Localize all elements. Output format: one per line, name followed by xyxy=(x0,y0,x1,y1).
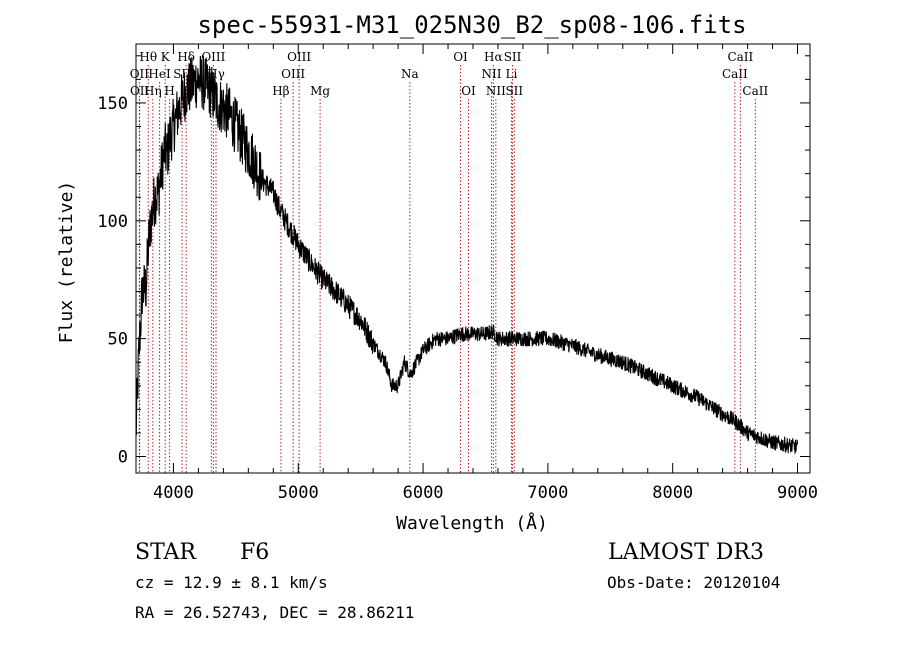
object-class: STAR xyxy=(135,540,196,565)
line-label: CaII xyxy=(722,67,748,81)
object-subclass: F6 xyxy=(240,540,270,565)
x-tick-label: 6000 xyxy=(403,483,444,503)
obs-date-text: Obs-Date: 20120104 xyxy=(607,573,781,592)
line-label: OII xyxy=(130,67,150,81)
coordinates-text: RA = 26.52743, DEC = 28.86211 xyxy=(135,603,415,622)
line-label: Na xyxy=(401,67,419,81)
line-label: OI xyxy=(453,50,468,64)
redshift-text: cz = 12.9 ± 8.1 km/s xyxy=(135,573,328,592)
line-label: OII xyxy=(130,84,150,98)
line-label: Hθ xyxy=(139,50,157,64)
line-label: Hα xyxy=(484,50,503,64)
line-label: Li xyxy=(506,67,518,81)
x-tick-label: 8000 xyxy=(652,483,693,503)
spectrum-series-line xyxy=(135,55,799,454)
line-label: CaII xyxy=(727,50,753,64)
line-label: NII xyxy=(486,84,506,98)
line-label: OIII xyxy=(287,50,311,64)
line-label: K xyxy=(161,50,171,64)
line-label: NII xyxy=(481,67,501,81)
y-axis-label: Flux (relative) xyxy=(56,181,77,344)
y-tick-label: 50 xyxy=(108,330,128,350)
y-tick-label: 100 xyxy=(97,212,128,232)
line-label: Hβ xyxy=(272,84,289,98)
line-label: HeI xyxy=(148,67,171,81)
line-label: Hη xyxy=(144,84,162,98)
line-label: CaII xyxy=(742,84,768,98)
x-tick-label: 5000 xyxy=(278,483,319,503)
line-label: OI xyxy=(461,84,476,98)
line-label: SII xyxy=(504,50,522,64)
x-axis-label: Wavelength (Å) xyxy=(396,512,548,534)
axis-ticks: 4000 5000 6000 7000 8000 9000 0 50 100 150 xyxy=(97,44,818,503)
chart-title: spec-55931-M31_025N30_B2_sp08-106.fits xyxy=(197,11,746,39)
x-tick-label: 7000 xyxy=(527,483,568,503)
survey-name: LAMOST DR3 xyxy=(608,540,764,565)
y-tick-label: 150 xyxy=(97,94,128,114)
line-label: SII xyxy=(505,84,523,98)
y-tick-label: 0 xyxy=(118,448,128,468)
line-label: OIII xyxy=(201,50,225,64)
x-tick-label: 4000 xyxy=(153,483,194,503)
line-label: H xyxy=(164,84,174,98)
line-label: OIII xyxy=(281,67,305,81)
x-tick-label: 9000 xyxy=(777,483,818,503)
line-label: Mg xyxy=(310,84,330,98)
